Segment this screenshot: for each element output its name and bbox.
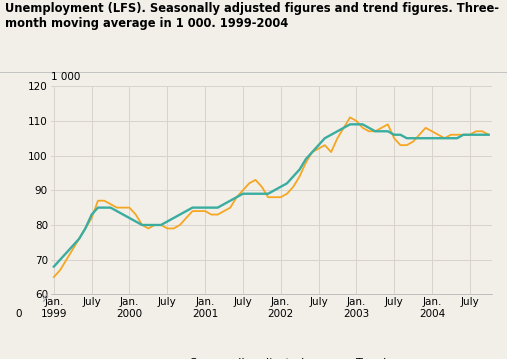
Seasonally adjusted xyxy=(152,223,158,227)
Text: Unemployment (LFS). Seasonally adjusted figures and trend figures. Three-
month : Unemployment (LFS). Seasonally adjusted … xyxy=(5,2,499,30)
Text: 0: 0 xyxy=(16,309,22,319)
Seasonally adjusted xyxy=(291,185,297,189)
Trend xyxy=(347,122,353,126)
Trend xyxy=(51,265,57,269)
Text: 1 000: 1 000 xyxy=(51,72,80,82)
Seasonally adjusted xyxy=(347,115,353,120)
Seasonally adjusted xyxy=(51,275,57,279)
Seasonally adjusted xyxy=(423,126,429,130)
Line: Seasonally adjusted: Seasonally adjusted xyxy=(54,117,489,277)
Seasonally adjusted xyxy=(486,132,492,137)
Trend xyxy=(291,174,297,178)
Legend: Seasonally adjusted, Trend: Seasonally adjusted, Trend xyxy=(156,358,387,359)
Trend xyxy=(423,136,429,140)
Trend xyxy=(429,136,435,140)
Trend xyxy=(152,223,158,227)
Line: Trend: Trend xyxy=(54,124,489,267)
Seasonally adjusted xyxy=(107,202,114,206)
Seasonally adjusted xyxy=(429,129,435,134)
Trend xyxy=(486,132,492,137)
Seasonally adjusted xyxy=(183,216,189,220)
Trend xyxy=(183,209,189,213)
Trend xyxy=(107,205,114,210)
